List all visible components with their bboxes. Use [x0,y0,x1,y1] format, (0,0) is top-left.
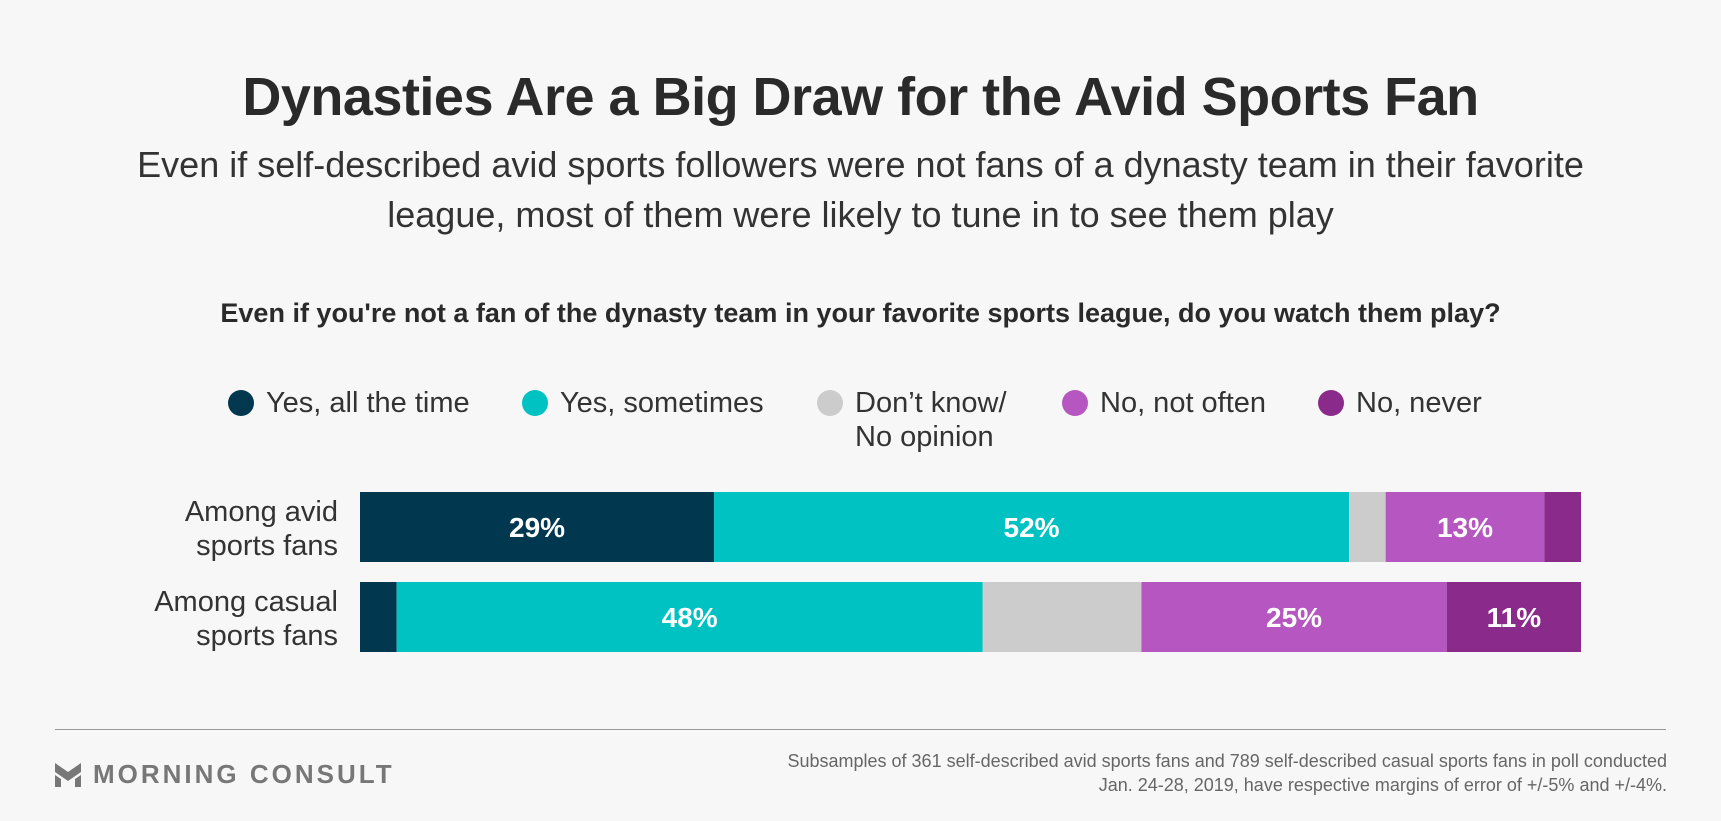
legend-item-no-never: No, never [1318,386,1482,420]
category-label: Among casual sports fans [154,586,338,652]
legend-label: No, not often [1100,387,1267,419]
footer-divider [55,729,1666,730]
legend-swatch [522,390,548,416]
data-label: 13% [1437,512,1493,543]
legend-item-dont-know: Don’t know/ No opinion [817,386,1007,454]
data-label: 48% [662,602,718,633]
survey-question: Even if you're not a fan of the dynasty … [220,298,1501,328]
brand: MORNING CONSULT [55,759,395,790]
legend-swatch [228,390,254,416]
legend-label: Don’t know/ No opinion [855,387,1007,453]
chart-title: Dynasties Are a Big Draw for the Avid Sp… [242,67,1479,127]
brand-name: MORNING CONSULT [93,759,395,789]
bar-segment [1141,582,1447,652]
category-label: Among avid sports fans [185,496,338,562]
data-label: 11% [1487,602,1542,633]
legend-swatch [817,390,843,416]
bar-segment [714,492,1350,562]
legend-item-yes-sometimes: Yes, sometimes [522,386,764,420]
data-label: 52% [1004,512,1060,543]
legend: Yes, all the time Yes, sometimes Don’t k… [0,386,1721,456]
bar-segment [1349,492,1386,562]
legend-label: Yes, all the time [266,387,470,419]
legend-item-no-not-often: No, not often [1062,386,1266,420]
data-label: 29% [509,512,565,543]
legend-item-yes-all-the-time: Yes, all the time [228,386,470,420]
bar-segment [1385,492,1545,562]
chart-subtitle: Even if self-described avid sports follo… [137,144,1584,235]
stacked-bar-chart: Among avid sports fans 29% 52% 13% Among casu… [154,492,1581,652]
legend-swatch [1062,390,1088,416]
morning-consult-logo-icon [55,762,81,787]
bar-segment [360,582,397,652]
bar-segment [360,492,715,562]
legend-label: No, never [1356,387,1482,419]
bar-segment [982,582,1142,652]
data-label: 25% [1266,602,1322,633]
legend-swatch [1318,390,1344,416]
source-note: Subsamples of 361 self-described avid sp… [787,751,1667,795]
legend-label: Yes, sometimes [560,387,764,419]
bar-segment [1544,492,1581,562]
bar-segment [1446,582,1581,652]
bar-segment [396,582,983,652]
